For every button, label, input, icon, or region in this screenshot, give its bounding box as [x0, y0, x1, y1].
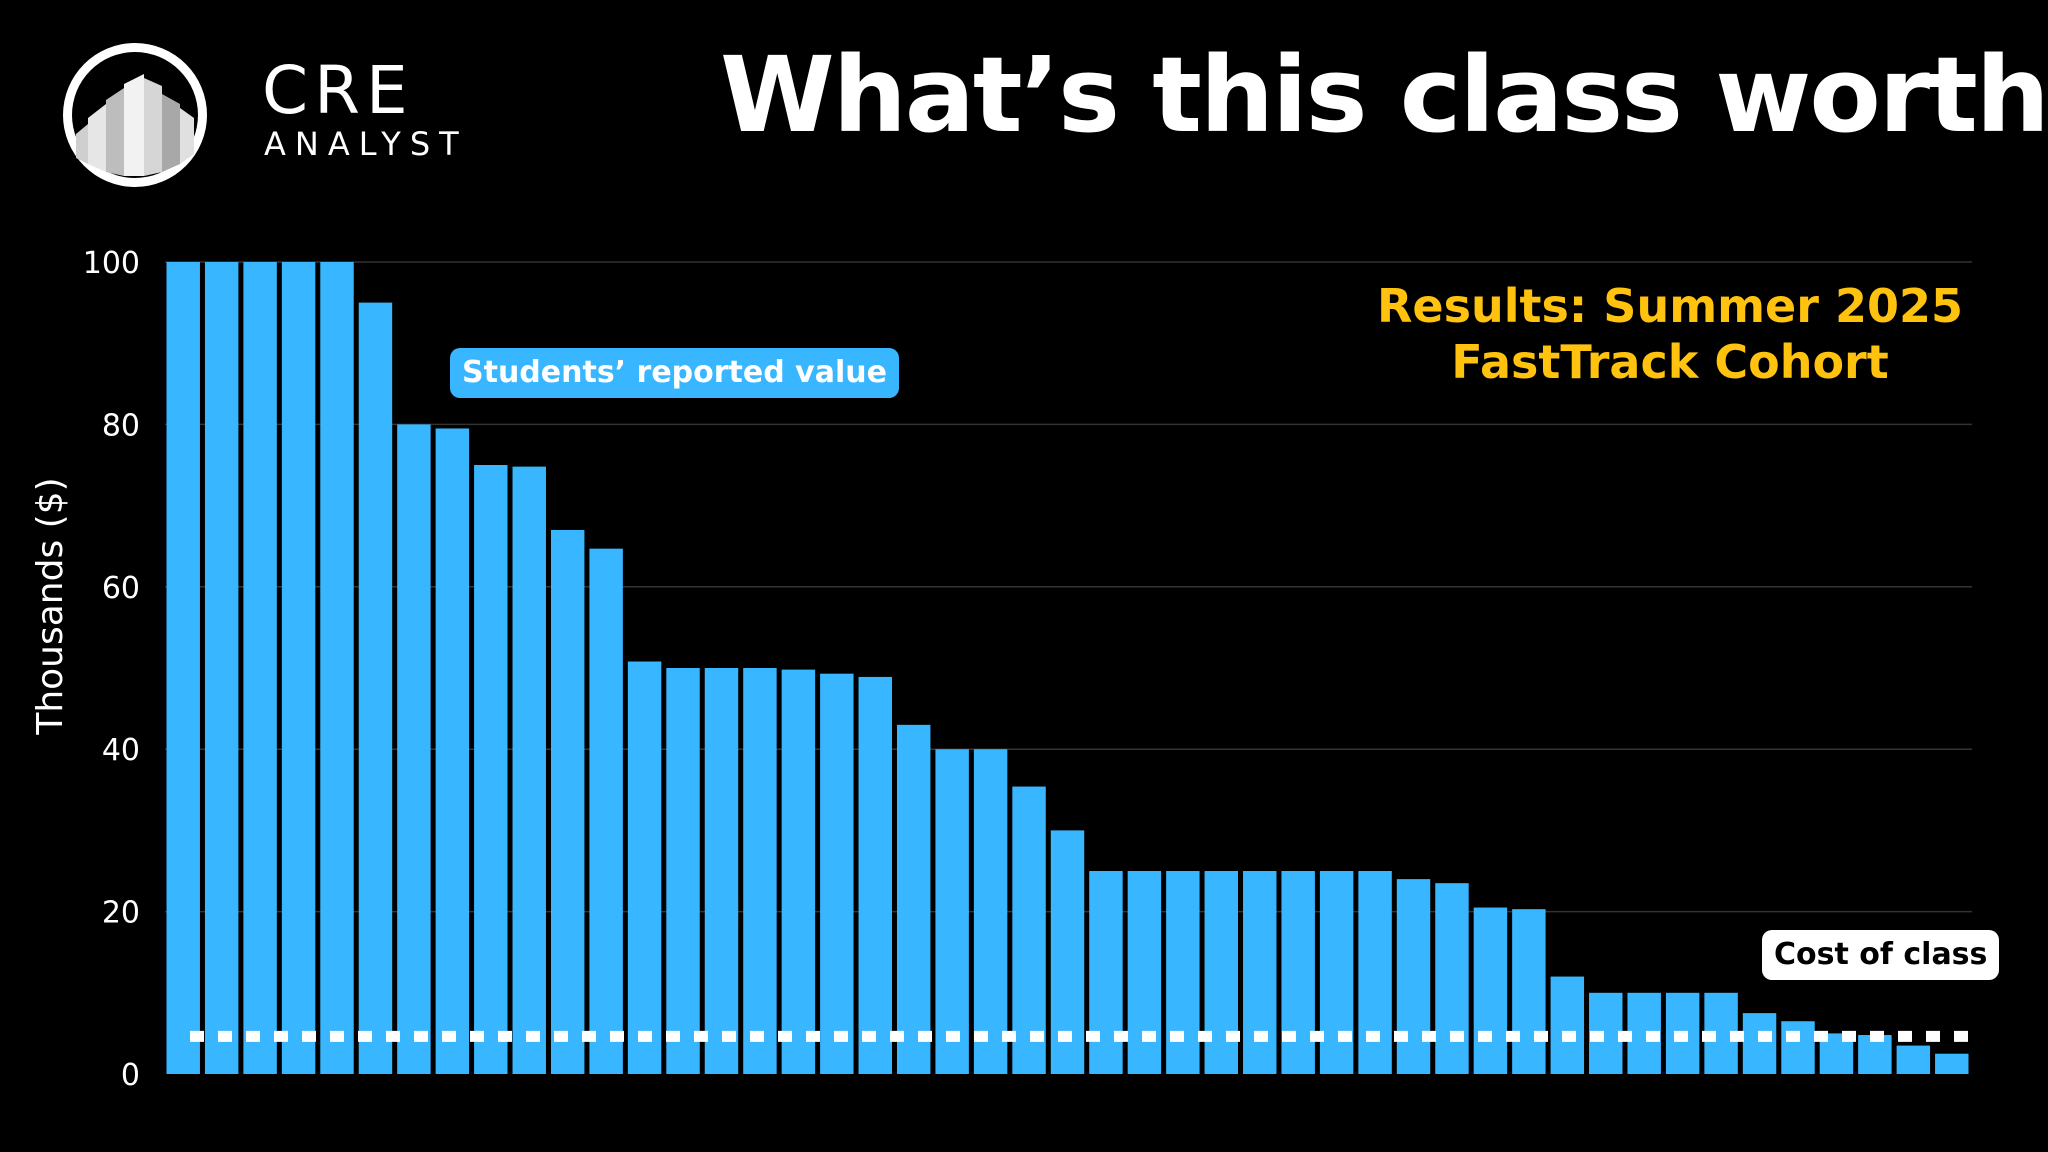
bar: [397, 424, 431, 1074]
bar: [1473, 907, 1508, 1074]
y-axis-ticks: 0 20 40 60 80 100: [83, 246, 140, 1093]
results-line-2: FastTrack Cohort: [1451, 335, 1889, 389]
bar: [1742, 1013, 1777, 1074]
bar: [1396, 879, 1431, 1074]
bar: [858, 676, 892, 1074]
bar: [743, 668, 777, 1074]
y-tick-label: 80: [102, 408, 140, 443]
bar: [474, 465, 508, 1074]
brand-name: CRE: [262, 52, 414, 129]
bar: [1204, 871, 1239, 1074]
bar: [1435, 883, 1469, 1074]
bar: [1319, 871, 1354, 1074]
bar: [1012, 786, 1046, 1074]
bar: [166, 262, 200, 1074]
bar: [1550, 976, 1585, 1074]
bar: [1243, 871, 1277, 1074]
y-tick-label: 60: [102, 571, 140, 606]
y-axis-label: Thousands ($): [30, 477, 71, 735]
bar: [243, 262, 277, 1074]
bar: [1781, 1021, 1815, 1074]
bar: [204, 262, 239, 1074]
bar: [1127, 871, 1162, 1074]
bar: [781, 669, 816, 1074]
y-tick-label: 0: [121, 1058, 140, 1093]
bar: [704, 668, 739, 1074]
students-value-label: Students’ reported value: [450, 348, 899, 398]
bar: [281, 262, 316, 1074]
bar: [666, 668, 700, 1074]
bar: [1166, 871, 1200, 1074]
bar: [820, 673, 854, 1074]
bar: [1281, 871, 1315, 1074]
y-tick-label: 40: [102, 733, 140, 768]
bar: [1896, 1045, 1931, 1074]
bar: [358, 302, 393, 1075]
bar: [1935, 1053, 1969, 1074]
y-tick-label: 20: [102, 896, 140, 931]
bar: [512, 466, 546, 1074]
logo-icon: [63, 43, 207, 187]
bar: [1089, 871, 1123, 1074]
bar: [550, 529, 585, 1074]
results-label: Results: Summer 2025 FastTrack Cohort: [1340, 278, 2000, 390]
bar: [935, 749, 969, 1074]
cost-of-class-label: Cost of class: [1762, 930, 2000, 980]
bar: [896, 724, 931, 1074]
bar: [1512, 909, 1546, 1074]
bar: [589, 548, 623, 1074]
brand-subname: ANALYST: [264, 125, 468, 163]
bar: [1358, 871, 1392, 1074]
bars: [166, 262, 1969, 1075]
bar: [320, 262, 354, 1074]
results-line-1: Results: Summer 2025: [1377, 279, 1963, 333]
bar: [627, 661, 662, 1074]
bar: [435, 428, 470, 1075]
bar: [973, 749, 1008, 1074]
y-tick-label: 100: [83, 246, 140, 281]
